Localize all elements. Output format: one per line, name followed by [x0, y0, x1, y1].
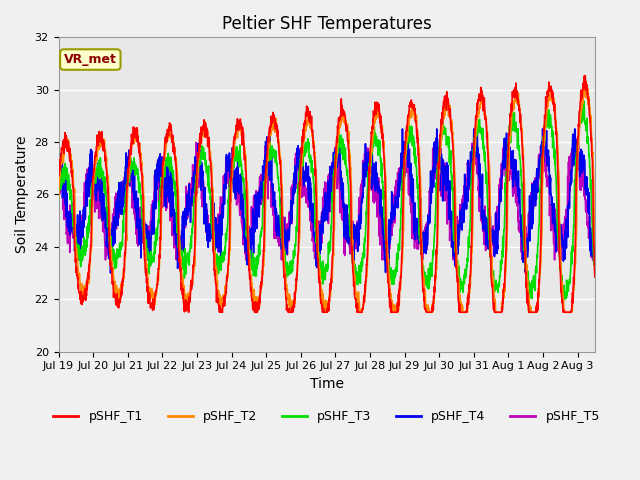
- pSHF_T1: [575, 108, 583, 114]
- pSHF_T4: [54, 147, 62, 153]
- X-axis label: Time: Time: [310, 377, 344, 391]
- Line: pSHF_T1: pSHF_T1: [58, 75, 595, 312]
- pSHF_T5: [74, 257, 82, 263]
- pSHF_T2: [583, 84, 591, 90]
- Y-axis label: Soil Temperature: Soil Temperature: [15, 136, 29, 253]
- pSHF_T5: [301, 184, 309, 190]
- pSHF_T5: [83, 180, 90, 186]
- pSHF_T5: [477, 207, 485, 213]
- pSHF_T3: [580, 98, 588, 104]
- pSHF_T1: [185, 309, 193, 315]
- pSHF_T4: [399, 126, 406, 132]
- pSHF_T1: [576, 108, 584, 114]
- pSHF_T4: [301, 168, 309, 174]
- pSHF_T4: [82, 195, 90, 201]
- pSHF_T5: [576, 187, 584, 192]
- pSHF_T5: [576, 172, 584, 178]
- Line: pSHF_T4: pSHF_T4: [58, 129, 595, 273]
- pSHF_T1: [591, 274, 598, 280]
- pSHF_T3: [477, 130, 484, 135]
- Text: VR_met: VR_met: [64, 53, 116, 66]
- pSHF_T5: [431, 139, 438, 145]
- Title: Peltier SHF Temperatures: Peltier SHF Temperatures: [222, 15, 431, 33]
- Line: pSHF_T2: pSHF_T2: [58, 87, 595, 312]
- pSHF_T5: [54, 161, 62, 167]
- pSHF_T3: [575, 124, 583, 130]
- Legend: pSHF_T1, pSHF_T2, pSHF_T3, pSHF_T4, pSHF_T5: pSHF_T1, pSHF_T2, pSHF_T3, pSHF_T4, pSHF…: [49, 405, 605, 428]
- pSHF_T1: [54, 170, 62, 176]
- pSHF_T3: [316, 258, 323, 264]
- pSHF_T2: [316, 266, 323, 272]
- pSHF_T2: [82, 285, 90, 291]
- pSHF_T3: [576, 125, 584, 131]
- pSHF_T2: [575, 132, 583, 138]
- pSHF_T1: [82, 296, 90, 302]
- pSHF_T2: [301, 121, 309, 127]
- pSHF_T4: [477, 175, 485, 181]
- Line: pSHF_T3: pSHF_T3: [58, 101, 595, 299]
- pSHF_T3: [54, 180, 62, 185]
- pSHF_T4: [107, 270, 115, 276]
- pSHF_T3: [561, 296, 569, 302]
- pSHF_T5: [591, 234, 598, 240]
- pSHF_T4: [591, 252, 598, 258]
- pSHF_T4: [576, 174, 584, 180]
- pSHF_T5: [316, 251, 323, 257]
- pSHF_T3: [591, 264, 598, 269]
- pSHF_T2: [591, 249, 598, 255]
- pSHF_T4: [576, 152, 584, 158]
- pSHF_T3: [301, 152, 309, 158]
- pSHF_T1: [301, 122, 309, 128]
- pSHF_T1: [581, 72, 589, 78]
- pSHF_T2: [323, 309, 330, 315]
- pSHF_T1: [316, 279, 323, 285]
- pSHF_T1: [477, 89, 485, 95]
- pSHF_T2: [576, 123, 584, 129]
- pSHF_T4: [316, 252, 323, 257]
- pSHF_T2: [477, 101, 485, 107]
- pSHF_T2: [54, 195, 62, 201]
- Line: pSHF_T5: pSHF_T5: [58, 142, 595, 260]
- pSHF_T3: [82, 248, 90, 254]
